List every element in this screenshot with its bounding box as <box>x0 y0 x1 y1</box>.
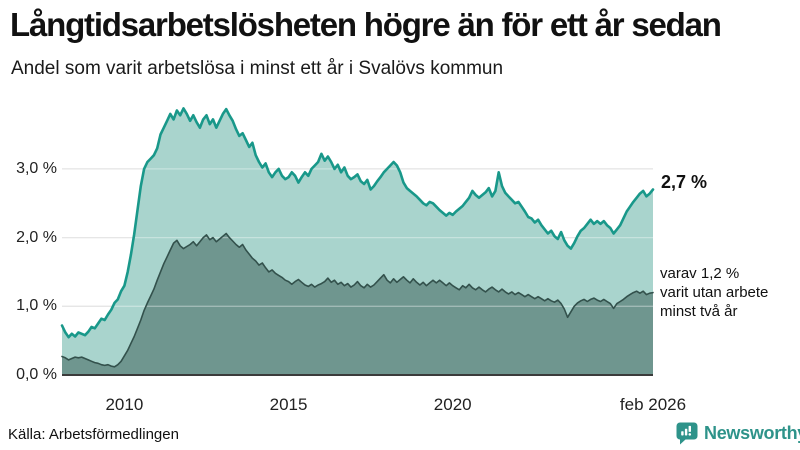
secondary-value-line1: varav 1,2 % <box>660 265 740 282</box>
latest-value-label: 2,7 % <box>661 172 708 192</box>
chart-subtitle: Andel som varit arbetslösa i minst ett å… <box>11 58 504 79</box>
y-tick-label: 2,0 % <box>16 228 57 246</box>
x-tick-label: 2015 <box>269 395 308 414</box>
source-label: Källa: Arbetsförmedlingen <box>8 426 179 443</box>
secondary-value-line3: minst två år <box>660 303 738 320</box>
newsworthy-wordmark: Newsworthy <box>704 423 800 443</box>
y-tick-label: 3,0 % <box>16 159 57 177</box>
x-tick-label: feb 2026 <box>619 395 687 414</box>
y-tick-label: 1,0 % <box>16 297 57 315</box>
secondary-value-label: varav 1,2 % varit utan arbete minst två … <box>660 264 768 321</box>
newsworthy-icon <box>676 422 698 445</box>
page-title: Långtidsarbetslösheten högre än för ett … <box>10 6 722 43</box>
secondary-value-line2: varit utan arbete <box>660 284 769 301</box>
newsworthy-logo: Newsworthy <box>676 422 800 445</box>
x-tick-label: 2010 <box>105 395 144 414</box>
x-tick-label: 2020 <box>433 395 472 414</box>
y-tick-label: 0,0 % <box>16 366 57 383</box>
